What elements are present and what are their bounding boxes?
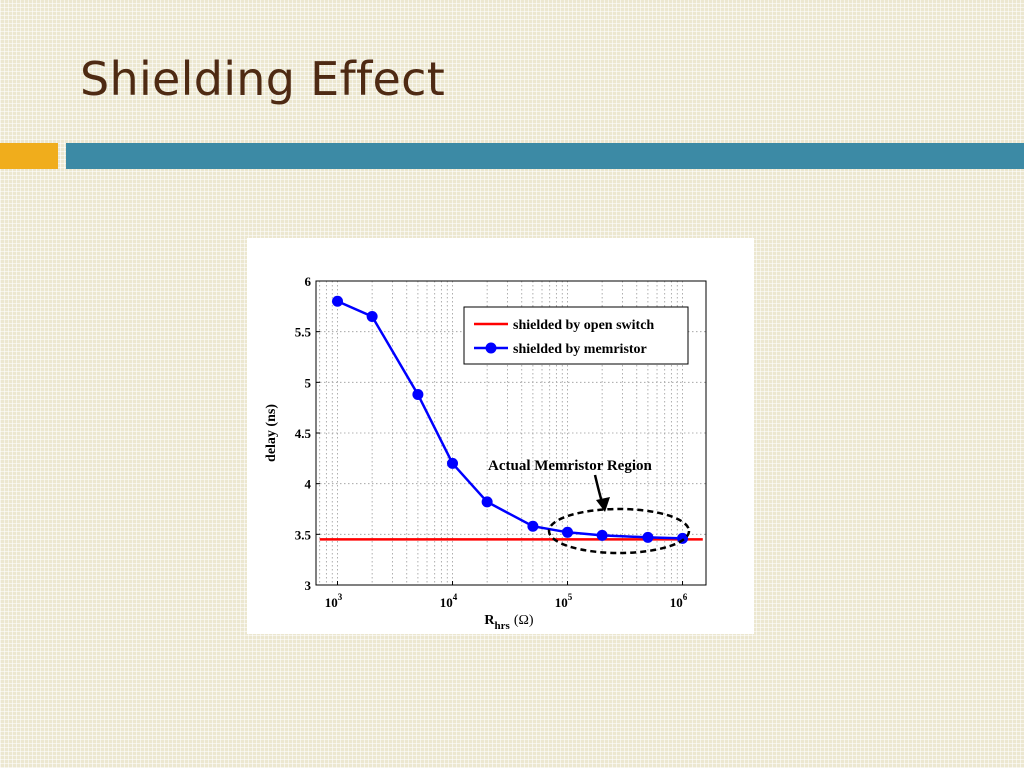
x-axis-label-main: R xyxy=(484,613,495,628)
data-point xyxy=(596,529,608,541)
accent-bar xyxy=(0,143,58,169)
data-point xyxy=(562,526,574,538)
data-point xyxy=(447,457,459,469)
y-axis-label: delay (ns) xyxy=(264,404,279,462)
x-tick-label: 105 xyxy=(555,592,573,610)
series-line-1 xyxy=(337,300,683,540)
data-point xyxy=(366,310,378,322)
x-axis-label-sub: hrs xyxy=(495,620,511,632)
x-tick-label: 103 xyxy=(325,592,343,610)
tick-layer: 3 3.5 4 4.5 5 5.5 6 103 104 105 106 xyxy=(295,274,688,610)
y-tick-label: 5.5 xyxy=(295,325,312,340)
x-tick-label: 104 xyxy=(440,592,458,610)
data-point xyxy=(677,532,689,544)
x-axis-label: Rhrs (Ω) xyxy=(484,613,533,632)
data-point xyxy=(527,520,539,532)
y-tick-label: 3.5 xyxy=(295,527,312,542)
y-tick-label: 5 xyxy=(305,375,312,390)
title-rule-bar xyxy=(66,143,1024,169)
legend: shielded by open switch shielded by memr… xyxy=(463,306,689,365)
y-tick-label: 4.5 xyxy=(295,426,312,441)
annotation-label: Actual Memristor Region xyxy=(488,458,653,474)
legend-box xyxy=(463,306,689,365)
y-tick-label: 4 xyxy=(305,477,312,492)
y-tick-label: 3 xyxy=(305,578,312,593)
legend-label-memristor: shielded by memristor xyxy=(513,342,647,357)
y-tick-label: 6 xyxy=(305,274,312,289)
x-tick-label: 106 xyxy=(670,592,688,610)
data-point xyxy=(332,295,344,307)
annotation-arrowhead xyxy=(596,497,610,512)
data-point xyxy=(481,496,493,508)
chart-figure: 3 3.5 4 4.5 5 5.5 6 103 104 105 106 Actual Memrist… xyxy=(247,238,754,634)
x-axis-label-unit: (Ω) xyxy=(514,613,534,628)
data-point xyxy=(412,388,424,400)
memristor-region-ellipse xyxy=(547,507,691,555)
legend-label-open-switch: shielded by open switch xyxy=(513,318,654,333)
slide-title: Shielding Effect xyxy=(80,52,446,106)
delay-chart: 3 3.5 4 4.5 5 5.5 6 103 104 105 106 Actual Memrist… xyxy=(264,274,707,632)
data-point xyxy=(642,531,654,543)
legend-marker-memristor xyxy=(485,342,497,354)
